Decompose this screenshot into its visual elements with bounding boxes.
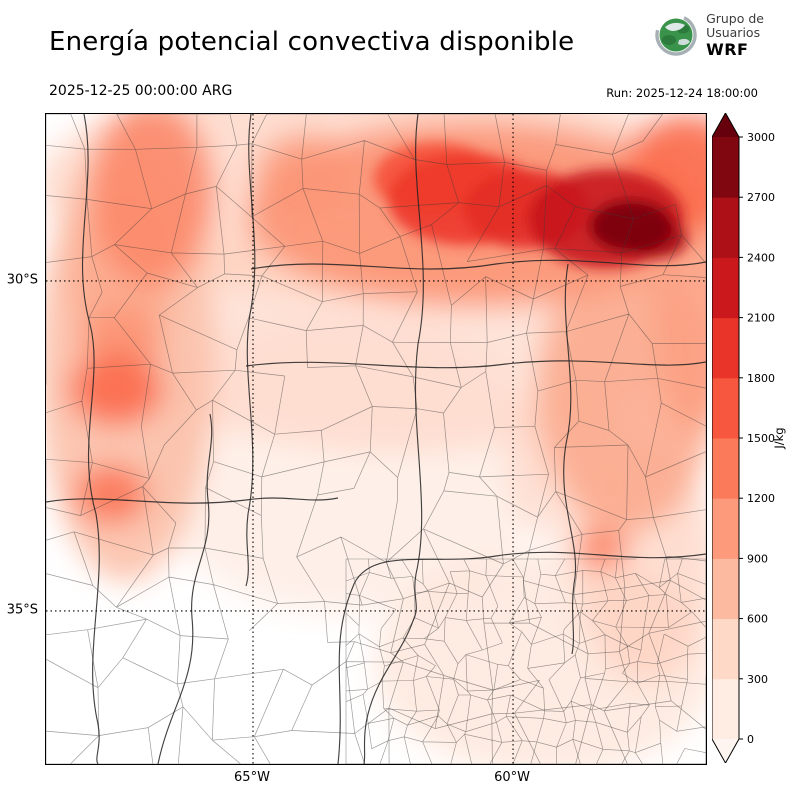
colorbar-tick-label: 2700 xyxy=(747,191,775,204)
globe-icon xyxy=(654,13,698,57)
colorbar-segment xyxy=(712,679,739,740)
colorbar-tick-label: 900 xyxy=(747,552,768,565)
colorbar-segment xyxy=(712,318,739,379)
logo-text-line2: Usuarios xyxy=(706,26,764,40)
colorbar-arrow-bottom xyxy=(712,739,739,763)
colorbar-tick-label: 3000 xyxy=(747,131,775,144)
logo-text-line1: Grupo de xyxy=(706,12,764,26)
colorbar-tick-label: 2100 xyxy=(747,312,775,325)
valid-time-label: 2025-12-25 00:00:00 ARG xyxy=(49,83,232,99)
map-frame xyxy=(45,113,707,765)
logo-text: Grupo de Usuarios WRF xyxy=(706,12,764,59)
colorbar-tick-label: 1500 xyxy=(747,432,775,445)
colorbar-segment xyxy=(712,558,739,619)
colorbar-unit-label: J/kg xyxy=(772,427,786,448)
colorbar-tick-label: 2400 xyxy=(747,251,775,264)
colorbar-segment xyxy=(712,438,739,499)
colorbar-tick-label: 0 xyxy=(747,733,754,746)
colorbar-tick-label: 300 xyxy=(747,673,768,686)
colorbar-tick-label: 600 xyxy=(747,613,768,626)
colorbar-tick-label: 1200 xyxy=(747,492,775,505)
colorbar-segment xyxy=(712,257,739,318)
colorbar-segment xyxy=(712,137,739,198)
wrf-users-group-logo: Grupo de Usuarios WRF xyxy=(654,12,764,59)
y-tick-label: 30°S xyxy=(7,272,38,287)
colorbar-arrow-top xyxy=(712,113,739,137)
y-tick-label: 35°S xyxy=(7,602,38,617)
cape-map xyxy=(46,114,706,764)
colorbar-segment xyxy=(712,378,739,439)
colorbar-segment xyxy=(712,498,739,559)
logo-text-wrf: WRF xyxy=(706,41,764,59)
colorbar-segment xyxy=(712,619,739,680)
colorbar-tick-label: 1800 xyxy=(747,372,775,385)
x-tick-label: 65°W xyxy=(234,770,270,785)
colorbar-segment xyxy=(712,197,739,258)
figure-title: Energía potencial convectiva disponible xyxy=(49,27,574,57)
weather-figure: Energía potencial convectiva disponible … xyxy=(0,0,800,800)
run-time-label: Run: 2025-12-24 18:00:00 xyxy=(606,86,758,100)
x-tick-label: 60°W xyxy=(494,770,530,785)
